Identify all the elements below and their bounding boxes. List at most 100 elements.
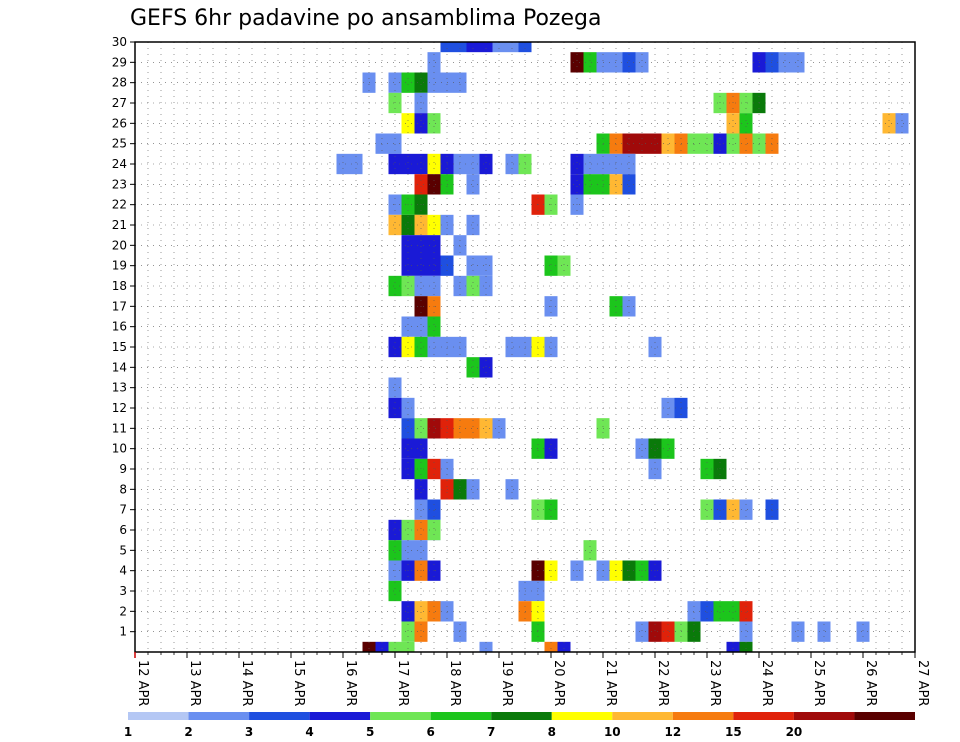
heat-cell xyxy=(401,214,415,236)
heat-cell xyxy=(739,499,753,520)
grid-layer xyxy=(135,41,915,652)
heat-cell xyxy=(440,42,454,53)
heat-cell xyxy=(583,174,597,195)
heat-cell xyxy=(414,235,428,256)
heat-cell xyxy=(492,418,506,439)
y-tick-label: 10 xyxy=(112,442,127,456)
colorbar-swatch xyxy=(733,712,794,720)
heat-cell xyxy=(401,113,415,134)
heat-cell xyxy=(635,52,649,73)
colorbar-label: 12 xyxy=(664,725,681,739)
heat-cell xyxy=(414,621,428,642)
heat-cell xyxy=(895,113,909,134)
heat-cell xyxy=(401,519,415,541)
colorbar-swatch xyxy=(793,712,855,720)
heat-cell xyxy=(388,72,402,93)
heat-cell xyxy=(362,641,376,652)
heat-cell xyxy=(817,621,831,642)
x-tick-label: 18 APR xyxy=(447,660,462,706)
heat-cell xyxy=(557,641,571,652)
heat-cell xyxy=(726,133,740,154)
heat-cell xyxy=(635,621,649,642)
x-tick-label: 12 APR xyxy=(135,660,150,706)
heat-cell xyxy=(635,438,649,459)
heat-cell xyxy=(401,72,415,93)
heat-cell xyxy=(726,499,740,520)
colorbar-swatch xyxy=(188,712,250,720)
heat-cell xyxy=(427,418,441,439)
heat-cell xyxy=(505,42,519,53)
heat-cell xyxy=(466,174,480,195)
heat-cell xyxy=(401,418,415,439)
heat-cell xyxy=(388,377,402,398)
heat-cell xyxy=(622,52,636,73)
y-tick-label: 13 xyxy=(112,381,127,395)
heat-cell xyxy=(479,641,493,652)
heat-cell xyxy=(778,52,792,73)
heat-cell xyxy=(505,336,519,358)
heat-cell xyxy=(388,540,402,561)
colorbar-label: 4 xyxy=(305,725,313,739)
heat-cell xyxy=(466,153,480,175)
heat-cell xyxy=(388,641,402,652)
y-tick-label: 24 xyxy=(112,157,127,171)
heat-cell xyxy=(661,133,675,154)
heat-cell xyxy=(739,133,753,154)
heat-cell xyxy=(466,255,480,276)
heat-cell xyxy=(505,153,519,175)
heat-cell xyxy=(401,641,415,652)
heat-cell xyxy=(401,316,415,337)
heat-cell xyxy=(401,275,415,297)
heat-cell xyxy=(414,479,428,500)
heat-cell xyxy=(427,235,441,256)
heat-cell xyxy=(466,479,480,500)
y-tick-label: 30 xyxy=(112,35,127,49)
heat-cell xyxy=(453,42,467,53)
y-tick-label: 6 xyxy=(119,523,127,537)
heat-cell xyxy=(726,601,740,622)
heat-cell xyxy=(570,52,584,73)
heat-cell xyxy=(635,133,649,154)
colorbar-label: 8 xyxy=(548,725,556,739)
chart-title: GEFS 6hr padavine po ansamblima Pozega xyxy=(130,6,602,31)
heat-cell xyxy=(427,499,441,520)
heat-cell xyxy=(401,601,415,622)
heat-cell xyxy=(544,438,558,459)
y-tick-label: 5 xyxy=(119,543,127,557)
heat-cell xyxy=(505,479,519,500)
y-tick-label: 1 xyxy=(119,625,127,639)
y-tick-label: 9 xyxy=(119,462,127,476)
y-tick-label: 17 xyxy=(112,299,127,313)
y-tick-label: 22 xyxy=(112,198,127,212)
heat-cell xyxy=(544,641,558,652)
heat-cell xyxy=(700,499,714,520)
y-tick-label: 16 xyxy=(112,320,127,334)
heat-cell xyxy=(492,42,506,53)
colorbar-label: 10 xyxy=(604,725,621,739)
heat-cell xyxy=(882,113,896,134)
heat-cell xyxy=(427,255,441,276)
heat-cell xyxy=(739,113,753,134)
colorbar-label: 3 xyxy=(245,725,253,739)
heat-cell xyxy=(544,255,558,276)
heat-cell xyxy=(570,174,584,195)
heat-cell xyxy=(479,418,493,439)
heat-cell xyxy=(427,174,441,195)
y-tick-label: 25 xyxy=(112,137,127,151)
x-tick-label: 19 APR xyxy=(499,660,514,706)
x-tick-label: 17 APR xyxy=(395,660,410,706)
colorbar-label: 7 xyxy=(487,725,495,739)
heat-cell xyxy=(414,113,428,134)
colorbar-swatch xyxy=(672,712,734,720)
colorbar-swatch xyxy=(854,712,915,720)
heat-cell xyxy=(856,621,870,642)
y-tick-label: 4 xyxy=(119,564,127,578)
colorbar-swatch xyxy=(491,712,552,720)
heat-cell xyxy=(544,336,558,358)
heat-cell xyxy=(648,438,662,459)
y-tick-label: 18 xyxy=(112,279,127,293)
heat-cell xyxy=(648,133,662,154)
heat-cell xyxy=(401,438,415,459)
x-tick-label: 27 APR xyxy=(915,660,930,706)
heat-cell xyxy=(700,601,714,622)
